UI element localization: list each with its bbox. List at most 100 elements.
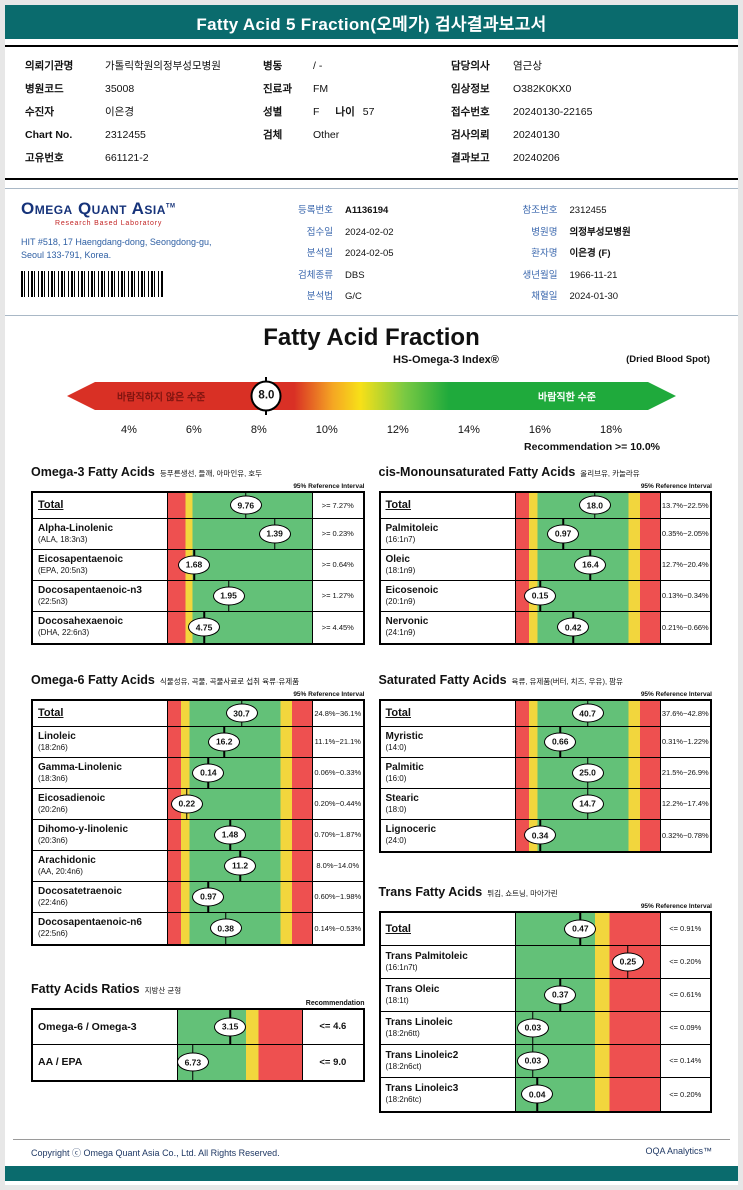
field-value: G/C: [345, 291, 362, 302]
table-row: Arachidonic (AA, 20:4n6) 11.2 8.0%~14.0%: [33, 850, 363, 882]
field-label: 분석법: [306, 291, 333, 302]
field-row: 의뢰기관명 가톨릭학원의정부성모병원: [25, 54, 263, 77]
dried-blood-spot-label: (Dried Blood Spot): [626, 353, 710, 365]
reference-interval: 0.31%~1.22%: [661, 737, 709, 746]
table-note: 식물성유, 곡물, 곡물사료로 섭취 육류·유제품: [159, 676, 300, 686]
report-title: Fatty Acid 5 Fraction(오메가) 검사결과보고서: [196, 14, 547, 34]
reference-interval: <= 0.20%: [669, 957, 702, 966]
result-bar: 0.66: [515, 726, 661, 757]
result-bar: 14.7: [515, 788, 661, 819]
analyte-name: Trans Oleic (18:1t): [381, 978, 516, 1011]
field-row: 담당의사 염근상: [451, 54, 718, 77]
scale-tick: 8%: [250, 423, 267, 436]
field-label: 등록번호: [298, 205, 333, 216]
specimen-info-col2: 참조번호 2312455 병원명 의정부성모병원 환자명 이은경 (F) 생년월일 1966-…: [504, 199, 723, 307]
field-label: Chart No.: [25, 129, 73, 141]
omega6-table: Omega-6 Fatty Acids 식물성유, 곡물, 곡물사료로 섭취 육류…: [31, 671, 365, 946]
field-label: 참조번호: [522, 205, 558, 216]
result-bar: 1.95: [168, 580, 314, 611]
result-value: 0.22: [170, 794, 203, 813]
analyte-name: Trans Linoleic2 (18:2n6ct): [381, 1044, 516, 1077]
table-title: Fatty Acids Ratios: [31, 981, 140, 996]
result-bar: 4.75: [168, 611, 314, 643]
analyte-name: Trans Linoleic (18:2n6tt): [381, 1011, 516, 1044]
reference-interval: 21.5%~26.9%: [661, 768, 709, 777]
reference-interval: 0.14%~0.53%: [314, 923, 362, 933]
left-table-column: Omega-3 Fatty Acids 등푸른생선, 들깨, 아마인유, 호두 9…: [31, 463, 365, 1113]
reference-interval: >= 0.64%: [321, 560, 354, 569]
field-value: O382K0KX0: [513, 83, 572, 95]
field-value: 2024-02-05: [345, 248, 394, 259]
table-row: Docosapentaenoic-n6 (22:5n6) 0.38 0.14%~0.5…: [33, 912, 363, 944]
analyte-name: Total: [33, 700, 169, 726]
field-value: 1966-11-21: [569, 269, 618, 281]
table-body: Total 40.7 37.6%~42.8% Myristic (14:0) 0.66 0.…: [378, 698, 712, 853]
gauge-left-arrow-icon: [67, 381, 95, 410]
result-bar: 0.22: [168, 788, 314, 819]
result-value: 40.7: [571, 703, 604, 723]
result-value: 0.97: [192, 887, 225, 906]
result-value: 3.15: [214, 1017, 247, 1036]
patient-info-col3: 담당의사 염근상 임상정보 O382K0KX0 접수번호 20240130-22165 검사…: [451, 54, 718, 169]
gauge-value-marker: 8.0: [250, 380, 282, 411]
result-bar: 0.03: [515, 1044, 661, 1077]
field-label: 결과보고: [451, 152, 490, 164]
field-label: 검체: [263, 129, 283, 141]
analyte-name: Docosapentaenoic-n3 (22:5n3): [33, 580, 169, 611]
result-value: 11.2: [224, 856, 257, 875]
bottom-teal-bar: [5, 1166, 738, 1181]
field-value: 661121-2: [105, 152, 149, 164]
field-row: 성별 F 나이 57: [263, 100, 451, 123]
reference-interval-header: 95% Reference Interval: [640, 690, 712, 698]
reference-interval: 0.32%~0.78%: [661, 830, 709, 840]
trans-table: Trans Fatty Acids 튀김, 쇼트닝, 마아가린 95% Refer…: [378, 883, 712, 1113]
field-value: 이은경 (F): [569, 248, 611, 259]
result-value: 0.25: [611, 952, 644, 971]
scale-tick: 18%: [599, 423, 622, 436]
result-bar: 9.76: [168, 492, 314, 518]
result-bar: 40.7: [515, 700, 661, 726]
analyte-name: Linoleic (18:2n6): [33, 726, 169, 757]
field-row: 채혈일 2024-01-30: [504, 285, 723, 307]
table-body: Total 30.7 24.8%~36.1% Linoleic (18:2n6) 16.2…: [31, 698, 365, 946]
reference-interval: 37.6%~42.8%: [661, 708, 709, 718]
copyright-text: Copyright ⓒ Omega Quant Asia Co., Ltd. A…: [31, 1148, 280, 1158]
scale-tick: 14%: [457, 423, 480, 436]
result-bar: 0.15: [515, 580, 661, 611]
footer-divider: [13, 1139, 730, 1140]
table-row: Trans Oleic (18:1t) 0.37 <= 0.61%: [380, 978, 710, 1012]
field-row: 병원코드 35008: [25, 77, 263, 100]
result-value: 0.04: [521, 1084, 554, 1104]
analyte-name: Lignoceric (24:0): [381, 819, 516, 851]
reference-interval: <= 9.0: [319, 1056, 347, 1068]
table-row: Dihomo-y-linolenic (20:3n6) 1.48 0.70%~1.87…: [33, 819, 363, 851]
analyte-name: Total: [33, 492, 169, 518]
field-label: 접수번호: [451, 106, 490, 118]
field-value: 35008: [105, 83, 135, 95]
field-label: 고유번호: [25, 152, 64, 164]
reference-interval: 0.20%~0.44%: [314, 799, 362, 808]
result-value: 1.95: [212, 586, 245, 605]
field-row: 분석법 G/C: [279, 285, 498, 307]
table-note: 지방산 균형: [144, 985, 182, 995]
analyte-name: Docosahexaenoic (DHA, 22:6n3): [33, 611, 169, 643]
patient-info-col2: 병동 / - 진료과 FM 성별 F 나이 57 검체 Other: [263, 54, 451, 169]
field-label: 검체종류: [298, 269, 333, 281]
reference-interval: >= 7.27%: [321, 500, 354, 510]
result-value: 9.76: [229, 495, 262, 515]
table-note: 등푸른생선, 들깨, 아마인유, 호두: [159, 468, 263, 478]
table-row: Stearic (18:0) 14.7 12.2%~17.4%: [380, 788, 710, 820]
table-body: Total 9.76 >= 7.27% Alpha-Linolenic (ALA, 18…: [31, 490, 365, 645]
result-value: 0.47: [564, 919, 597, 938]
result-value: 16.4: [574, 555, 607, 574]
table-row: Alpha-Linolenic (ALA, 18:3n3) 1.39 >= 0.23%: [33, 518, 363, 550]
scale-tick: 4%: [121, 423, 137, 436]
fraction-section: Fatty Acid Fraction HS-Omega-3 Index® (D…: [5, 324, 738, 453]
result-bar: 0.37: [515, 978, 661, 1011]
reference-interval: <= 0.14%: [669, 1056, 702, 1065]
report-footer: Copyright ⓒ Omega Quant Asia Co., Ltd. A…: [5, 1139, 738, 1159]
field-row: 진료과 FM: [263, 77, 451, 100]
result-bar: 0.97: [515, 518, 661, 549]
field-value: 2024-02-02: [345, 226, 394, 238]
reference-interval: <= 4.6: [319, 1021, 347, 1032]
